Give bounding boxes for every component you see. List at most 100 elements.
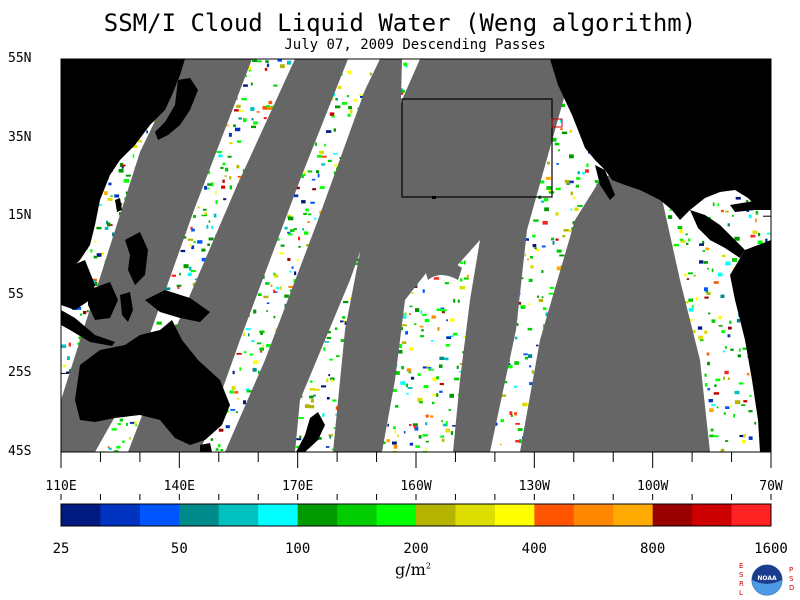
- cloud-pixel: [78, 336, 82, 340]
- cloud-pixel: [309, 395, 314, 399]
- cloud-pixel: [748, 214, 752, 219]
- cloud-pixel: [515, 423, 520, 425]
- cloud-pixel: [550, 237, 555, 241]
- cloud-pixel: [442, 423, 448, 427]
- cloud-pixel: [406, 392, 409, 395]
- latitude-label-3: 5S: [8, 286, 24, 302]
- cloud-pixel: [401, 365, 405, 370]
- colorbar-swatch-9: [416, 504, 456, 526]
- cloud-pixel: [266, 310, 268, 312]
- colorbar-swatch-12: [534, 504, 575, 526]
- cloud-pixel: [241, 98, 247, 101]
- cloud-pixel: [716, 406, 719, 409]
- cloud-pixel: [266, 63, 270, 68]
- cloud-pixel: [697, 326, 703, 330]
- cloud-pixel: [265, 60, 269, 63]
- cloud-pixel: [201, 214, 207, 217]
- cloud-pixel: [573, 196, 576, 199]
- cloud-pixel: [193, 214, 196, 218]
- cloud-pixel: [734, 390, 740, 395]
- cloud-pixel: [286, 60, 292, 65]
- cloud-pixel: [507, 364, 513, 369]
- cloud-pixel: [204, 185, 207, 190]
- cloud-pixel: [276, 287, 280, 290]
- cloud-pixel: [228, 132, 232, 137]
- cloud-pixel: [338, 85, 342, 89]
- cloud-pixel: [295, 445, 300, 449]
- logo-right-letter: D: [789, 584, 794, 592]
- cloud-pixel: [552, 137, 557, 142]
- longitude-ticks: [60, 452, 772, 500]
- cloud-pixel: [249, 353, 254, 356]
- cloud-pixel: [734, 236, 740, 241]
- cloud-pixel: [387, 423, 389, 427]
- cloud-pixel: [733, 413, 735, 418]
- cloud-pixel: [138, 139, 142, 143]
- cloud-pixel: [120, 164, 126, 167]
- cloud-pixel: [708, 399, 713, 403]
- cloud-pixel: [530, 255, 533, 259]
- cloud-pixel: [125, 174, 131, 177]
- cloud-pixel: [728, 405, 732, 408]
- cloud-pixel: [667, 215, 673, 219]
- cloud-pixel: [427, 367, 432, 369]
- cloud-pixel: [207, 243, 210, 246]
- cloud-pixel: [324, 341, 330, 343]
- cloud-pixel: [748, 410, 753, 413]
- cloud-pixel: [153, 119, 156, 123]
- cloud-pixel: [234, 127, 241, 132]
- colorbar: [60, 503, 772, 527]
- cloud-pixel: [574, 207, 579, 211]
- cloud-pixel: [706, 352, 710, 356]
- cloud-pixel: [118, 168, 124, 173]
- cloud-pixel: [500, 443, 502, 446]
- cloud-pixel: [680, 240, 686, 243]
- cloud-pixel: [243, 118, 247, 123]
- cloud-pixel: [230, 409, 236, 411]
- cloud-pixel: [436, 393, 439, 397]
- cloud-pixel: [524, 253, 527, 257]
- cloud-pixel: [569, 154, 574, 159]
- cloud-pixel: [749, 394, 752, 397]
- cloud-pixel: [531, 370, 534, 374]
- cloud-pixel: [242, 169, 245, 173]
- cloud-pixel: [293, 228, 297, 230]
- cloud-pixel: [263, 117, 267, 120]
- cloud-pixel: [62, 364, 66, 368]
- cloud-pixel: [712, 202, 715, 207]
- cloud-pixel: [532, 234, 536, 238]
- cloud-pixel: [688, 307, 694, 312]
- colorbar-swatch-0: [61, 504, 101, 526]
- cloud-pixel: [705, 247, 709, 251]
- cloud-pixel: [243, 400, 246, 405]
- cloud-pixel: [100, 252, 104, 255]
- cloud-pixel: [450, 318, 455, 322]
- cloud-pixel: [432, 377, 437, 382]
- cloud-pixel: [92, 278, 97, 282]
- cloud-pixel: [547, 161, 550, 165]
- cloud-pixel: [527, 327, 533, 331]
- cloud-pixel: [353, 262, 359, 265]
- cloud-pixel: [94, 240, 97, 243]
- cloud-pixel: [256, 111, 260, 113]
- cloud-pixel: [347, 113, 351, 117]
- cloud-pixel: [755, 210, 759, 215]
- cloud-pixel: [335, 406, 338, 410]
- cloud-pixel: [298, 236, 301, 241]
- cloud-pixel: [513, 385, 517, 388]
- cloud-pixel: [414, 426, 419, 431]
- cloud-pixel: [171, 274, 176, 277]
- cloud-pixel: [298, 417, 304, 419]
- cloud-pixel: [431, 340, 434, 342]
- cloud-pixel: [301, 175, 304, 179]
- cloud-pixel: [415, 308, 420, 312]
- cloud-pixel: [586, 163, 589, 168]
- cloud-pixel: [346, 95, 350, 98]
- cloud-pixel: [177, 286, 180, 289]
- cloud-pixel: [707, 267, 709, 270]
- cloud-pixel: [404, 312, 407, 315]
- cloud-pixel: [180, 249, 186, 253]
- cloud-pixel: [201, 257, 207, 262]
- cloud-pixel: [414, 323, 417, 325]
- cloud-pixel: [721, 254, 726, 257]
